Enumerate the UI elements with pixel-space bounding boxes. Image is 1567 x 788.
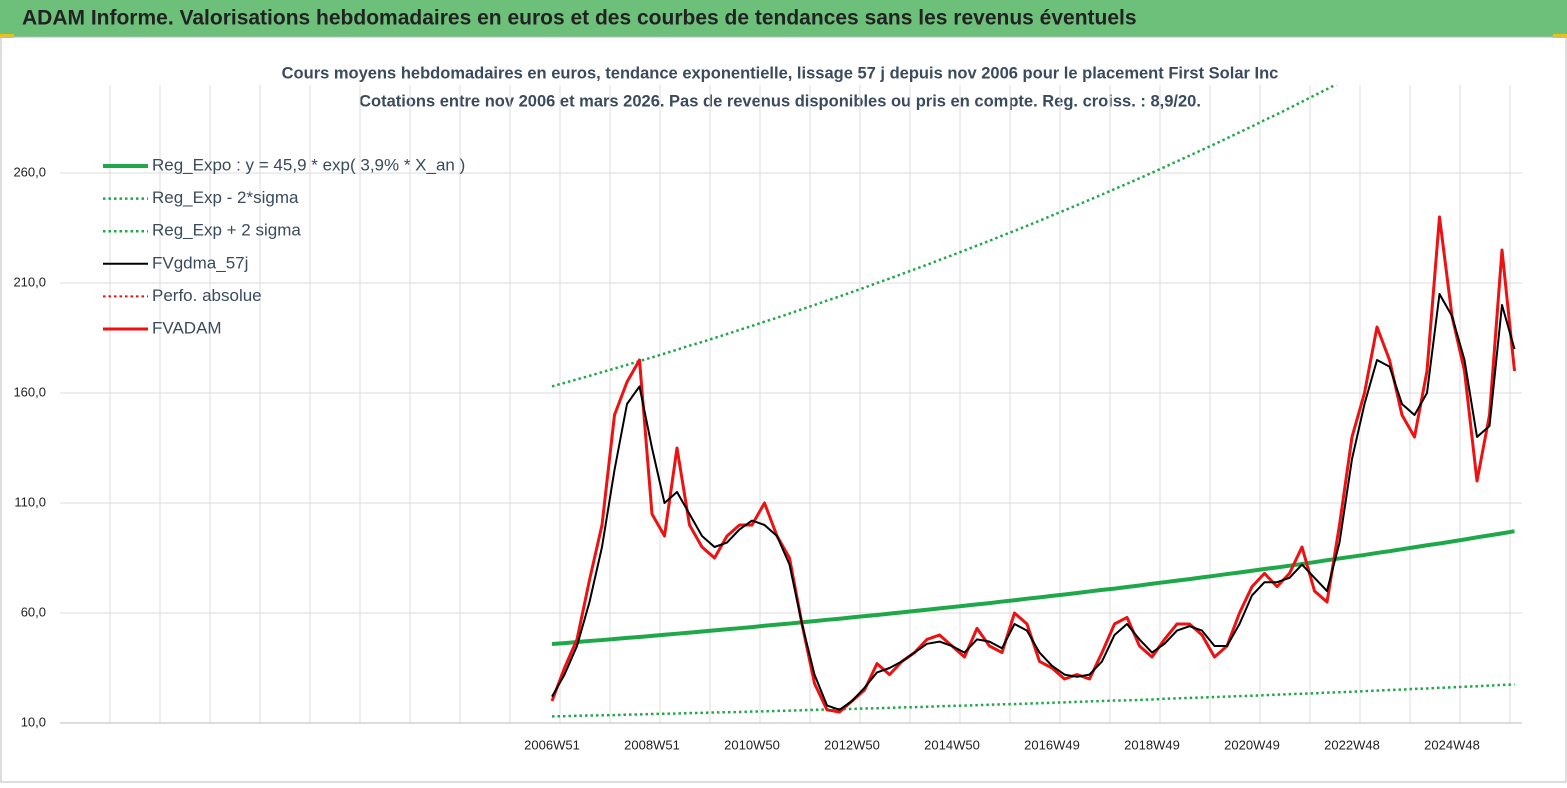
x-tick-label: 2008W51 (624, 737, 680, 752)
y-tick-label: 60,0 (21, 604, 46, 619)
chart-title: Cours moyens hebdomadaires en euros, ten… (282, 64, 1279, 82)
plot-area (550, 85, 1516, 718)
y-tick-label: 210,0 (13, 274, 46, 289)
frame (0, 36, 1567, 783)
y-tick-label: 10,0 (21, 714, 46, 729)
header-title: ADAM Informe. Valorisations hebdomadaire… (22, 7, 1137, 30)
series-line (551, 85, 1338, 388)
x-tick-label: 2020W49 (1224, 737, 1280, 752)
y-tick-label: 160,0 (13, 384, 46, 399)
x-tick-label: 2006W51 (524, 737, 580, 752)
legend-label: Reg_Exp - 2*sigma (152, 188, 299, 207)
x-tick-label: 2014W50 (924, 737, 980, 752)
header-corner (1553, 34, 1567, 38)
legend-label: FVgdma_57j (152, 253, 248, 272)
x-tick-label: 2022W48 (1324, 737, 1380, 752)
series-line (551, 683, 1515, 718)
series-line (550, 215, 1516, 714)
vertical-grid (109, 85, 1511, 723)
header-bar (0, 0, 1567, 37)
y-tick-label: 260,0 (13, 164, 46, 179)
chart-subtitle: Cotations entre nov 2006 et mars 2026. P… (359, 92, 1201, 110)
x-tick-label: 2012W50 (824, 737, 880, 752)
x-tick-label: 2016W49 (1024, 737, 1080, 752)
legend-label: Reg_Exp + 2 sigma (152, 221, 301, 240)
legend-label: Reg_Expo : y = 45,9 * exp( 3,9% * X_an ) (152, 155, 465, 174)
series-line (551, 529, 1515, 647)
legend-label: FVADAM (152, 318, 222, 337)
header-corner (0, 34, 14, 38)
x-tick-label: 2024W48 (1424, 737, 1480, 752)
x-tick-label: 2010W50 (724, 737, 780, 752)
series-line (551, 293, 1516, 711)
y-tick-label: 110,0 (14, 494, 46, 509)
legend-label: Perfo. absolue (152, 286, 262, 305)
x-tick-label: 2018W49 (1124, 737, 1180, 752)
